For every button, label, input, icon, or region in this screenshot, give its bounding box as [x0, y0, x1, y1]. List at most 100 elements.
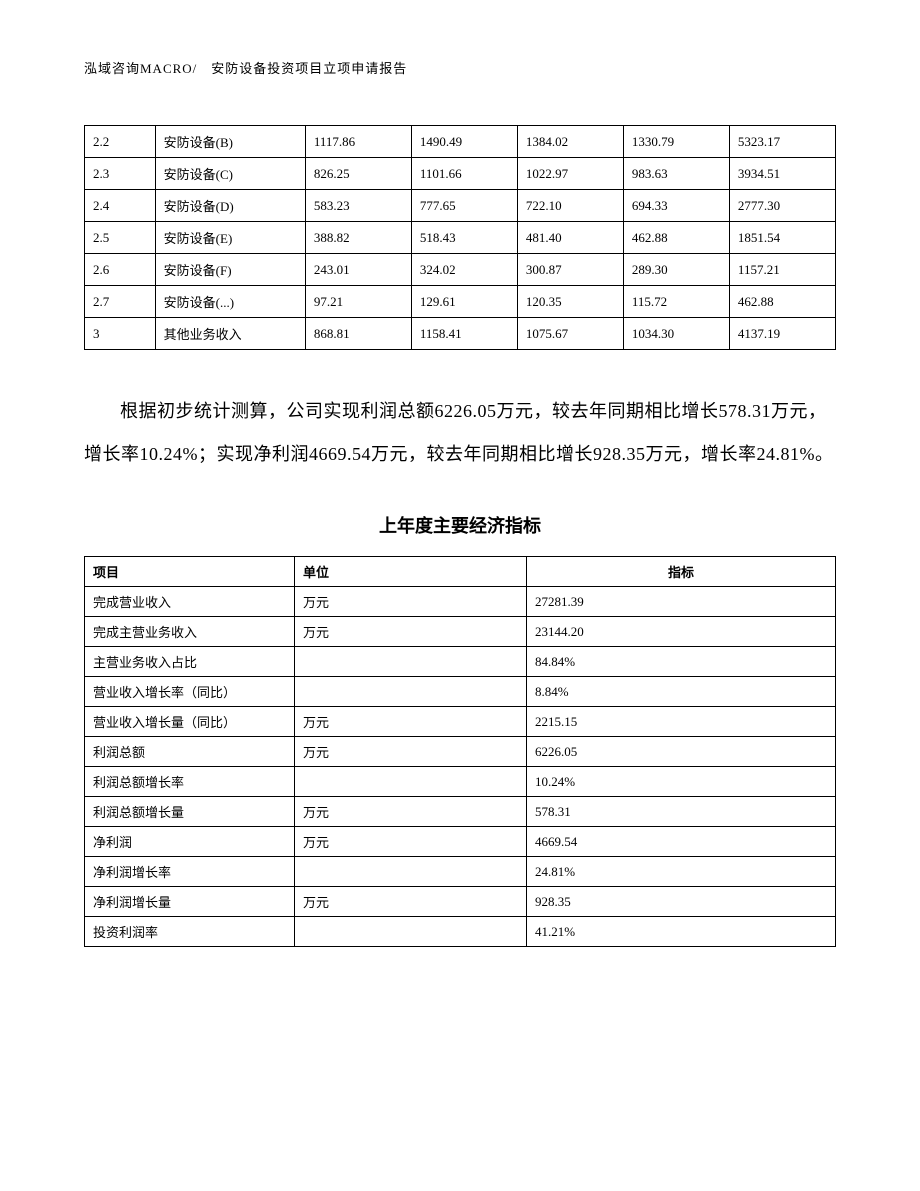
- cell: 5323.17: [729, 126, 835, 158]
- header-value: 指标: [527, 557, 836, 587]
- cell: 983.63: [623, 158, 729, 190]
- cell: 万元: [295, 797, 527, 827]
- cell: 481.40: [517, 222, 623, 254]
- cell: 4137.19: [729, 318, 835, 350]
- page-header: 泓域咨询MACRO/ 安防设备投资项目立项申请报告: [84, 58, 836, 77]
- cell: [295, 917, 527, 947]
- cell: 928.35: [527, 887, 836, 917]
- cell: 1384.02: [517, 126, 623, 158]
- cell: 24.81%: [527, 857, 836, 887]
- summary-paragraph: 根据初步统计测算，公司实现利润总额6226.05万元，较去年同期相比增长578.…: [84, 390, 836, 476]
- cell: 1101.66: [411, 158, 517, 190]
- table-row: 2.6 安防设备(F) 243.01 324.02 300.87 289.30 …: [85, 254, 836, 286]
- cell: 388.82: [305, 222, 411, 254]
- cell: 1490.49: [411, 126, 517, 158]
- cell: 投资利润率: [85, 917, 295, 947]
- cell: 2777.30: [729, 190, 835, 222]
- cell: 2215.15: [527, 707, 836, 737]
- indicators-table-title: 上年度主要经济指标: [84, 512, 836, 538]
- cell: 3: [85, 318, 156, 350]
- table-row: 完成营业收入 万元 27281.39: [85, 587, 836, 617]
- cell: 868.81: [305, 318, 411, 350]
- cell: 3934.51: [729, 158, 835, 190]
- cell: 2.3: [85, 158, 156, 190]
- table-row: 2.5 安防设备(E) 388.82 518.43 481.40 462.88 …: [85, 222, 836, 254]
- cell: 115.72: [623, 286, 729, 318]
- table-row: 营业收入增长率（同比） 8.84%: [85, 677, 836, 707]
- cell: 1022.97: [517, 158, 623, 190]
- cell: 583.23: [305, 190, 411, 222]
- cell: 722.10: [517, 190, 623, 222]
- cell: 518.43: [411, 222, 517, 254]
- table-row: 投资利润率 41.21%: [85, 917, 836, 947]
- cell: 净利润增长率: [85, 857, 295, 887]
- cell: 主营业务收入占比: [85, 647, 295, 677]
- cell: 安防设备(C): [155, 158, 305, 190]
- cell: 万元: [295, 737, 527, 767]
- cell: 利润总额增长率: [85, 767, 295, 797]
- cell: 462.88: [623, 222, 729, 254]
- table-row: 净利润 万元 4669.54: [85, 827, 836, 857]
- table-row: 完成主营业务收入 万元 23144.20: [85, 617, 836, 647]
- cell: 2.5: [85, 222, 156, 254]
- table-row: 净利润增长率 24.81%: [85, 857, 836, 887]
- cell: 1157.21: [729, 254, 835, 286]
- cell: [295, 647, 527, 677]
- cell: 2.2: [85, 126, 156, 158]
- cell: 1158.41: [411, 318, 517, 350]
- cell: 300.87: [517, 254, 623, 286]
- cell: 万元: [295, 617, 527, 647]
- cell: 营业收入增长率（同比）: [85, 677, 295, 707]
- cell: 万元: [295, 887, 527, 917]
- cell: 578.31: [527, 797, 836, 827]
- table-row: 2.2 安防设备(B) 1117.86 1490.49 1384.02 1330…: [85, 126, 836, 158]
- cell: 694.33: [623, 190, 729, 222]
- cell: 1330.79: [623, 126, 729, 158]
- cell: 289.30: [623, 254, 729, 286]
- cell: 129.61: [411, 286, 517, 318]
- table-row: 2.7 安防设备(...) 97.21 129.61 120.35 115.72…: [85, 286, 836, 318]
- cell: [295, 857, 527, 887]
- cell: 27281.39: [527, 587, 836, 617]
- header-item: 项目: [85, 557, 295, 587]
- cell: 万元: [295, 587, 527, 617]
- cell: 安防设备(...): [155, 286, 305, 318]
- table-row: 营业收入增长量（同比） 万元 2215.15: [85, 707, 836, 737]
- header-unit: 单位: [295, 557, 527, 587]
- cell: 41.21%: [527, 917, 836, 947]
- cell: 2.7: [85, 286, 156, 318]
- cell: 1034.30: [623, 318, 729, 350]
- cell: 2.6: [85, 254, 156, 286]
- table-row: 3 其他业务收入 868.81 1158.41 1075.67 1034.30 …: [85, 318, 836, 350]
- cell: 6226.05: [527, 737, 836, 767]
- cell: 1117.86: [305, 126, 411, 158]
- cell: 完成营业收入: [85, 587, 295, 617]
- table-row: 2.3 安防设备(C) 826.25 1101.66 1022.97 983.6…: [85, 158, 836, 190]
- cell: 安防设备(F): [155, 254, 305, 286]
- cell: 安防设备(B): [155, 126, 305, 158]
- cell: [295, 767, 527, 797]
- cell: 10.24%: [527, 767, 836, 797]
- table-row: 利润总额增长率 10.24%: [85, 767, 836, 797]
- cell: 安防设备(E): [155, 222, 305, 254]
- table-row: 利润总额增长量 万元 578.31: [85, 797, 836, 827]
- cell: 利润总额增长量: [85, 797, 295, 827]
- cell: 1851.54: [729, 222, 835, 254]
- cell: 23144.20: [527, 617, 836, 647]
- cell: 4669.54: [527, 827, 836, 857]
- cell: 营业收入增长量（同比）: [85, 707, 295, 737]
- cell: 净利润: [85, 827, 295, 857]
- cell: 243.01: [305, 254, 411, 286]
- table-row: 利润总额 万元 6226.05: [85, 737, 836, 767]
- cell: 84.84%: [527, 647, 836, 677]
- cell: 其他业务收入: [155, 318, 305, 350]
- cell: 826.25: [305, 158, 411, 190]
- cell: 462.88: [729, 286, 835, 318]
- cell: 2.4: [85, 190, 156, 222]
- cell: [295, 677, 527, 707]
- table-header-row: 项目 单位 指标: [85, 557, 836, 587]
- cell: 97.21: [305, 286, 411, 318]
- cell: 万元: [295, 827, 527, 857]
- cell: 净利润增长量: [85, 887, 295, 917]
- table-row: 净利润增长量 万元 928.35: [85, 887, 836, 917]
